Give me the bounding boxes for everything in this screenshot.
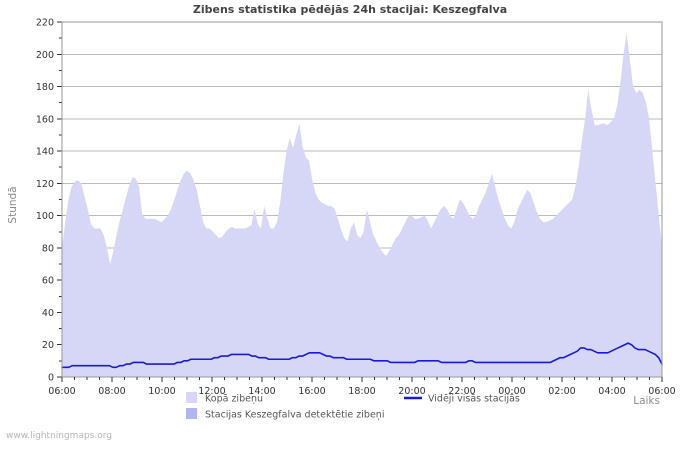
x-tick-label: 18:00 [348,386,375,397]
y-axis-tick-labels: 0 20 40 60 80 100 120 140 160 180 200 220 [36,18,54,384]
legend-swatch-icon [186,408,197,419]
x-tick-label: 14:00 [248,386,275,397]
y-tick-label: 180 [36,82,54,93]
line-series-average [61,342,663,369]
legend-item[interactable]: Kopā zibeņu [186,392,263,405]
x-tick-label: 16:00 [298,386,325,397]
x-tick-label: 04:00 [598,386,625,397]
legend-item-label: Kopā zibeņu [205,394,263,405]
y-tick-label: 40 [42,308,54,319]
y-tick-label: 80 [42,243,54,254]
x-tick-label: 08:00 [98,386,125,397]
y-tick-label: 140 [36,147,54,158]
x-axis-label: Laiks [633,395,660,407]
line-path-average-all-stations [61,342,663,369]
y-tick-label: 220 [36,18,54,29]
legend-swatch-icon [186,392,197,403]
axes [57,21,663,382]
y-tick-label: 120 [36,179,54,190]
y-tick-label: 100 [36,211,54,222]
y-tick-label: 0 [48,373,54,384]
x-tick-label: 06:00 [48,386,75,397]
x-tick-label: 12:00 [198,386,225,397]
legend-item-label: Stacijas Keszegfalva detektētie zibeņi [205,410,384,421]
y-axis-label: Stundā [7,186,19,223]
legend-item[interactable]: Stacijas Keszegfalva detektētie zibeņi [186,408,384,421]
page-title: Zibens statistika pēdējās 24h stacijai: … [193,3,507,16]
area-path-total-lightning [62,33,662,378]
watermark-text: www.lightningmaps.org [6,431,112,441]
legend-item[interactable]: Vidēji visās stacijās [404,394,520,405]
y-tick-label: 60 [42,276,54,287]
y-tick-label: 200 [36,50,54,61]
x-axis-tick-labels: 06:00 08:00 10:00 12:00 14:00 16:00 18:00 20:00… [48,386,675,397]
chart-legend: Kopā zibeņu Stacijas Keszegfalva detektēt… [186,392,520,421]
x-tick-label: 20:00 [398,386,425,397]
x-tick-label: 06:00 [648,386,675,397]
y-tick-label: 20 [42,340,54,351]
x-tick-label: 02:00 [548,386,575,397]
y-tick-label: 160 [36,114,54,125]
x-tick-label: 00:00 [498,386,525,397]
x-tick-label: 22:00 [448,386,475,397]
legend-item-label: Vidēji visās stacijās [428,394,520,405]
x-tick-label: 10:00 [148,386,175,397]
area-series-total [62,33,662,378]
